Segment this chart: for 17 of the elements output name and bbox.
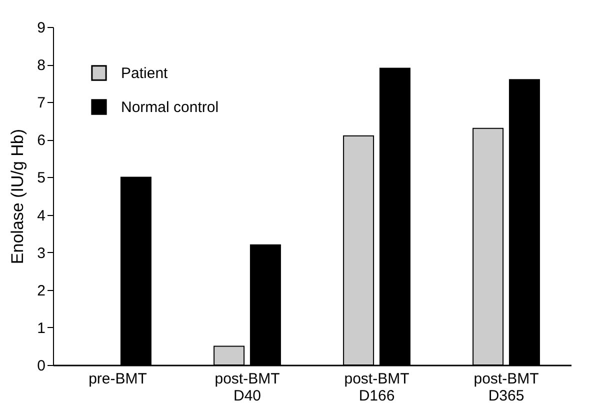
x-tick-label: post-BMT D40 bbox=[214, 370, 280, 403]
y-axis-title: Enolase (IU/g Hb) bbox=[8, 128, 28, 264]
y-tick-label: 7 bbox=[37, 94, 46, 112]
y-tick-label: 5 bbox=[37, 170, 46, 187]
y-tick-label: 3 bbox=[37, 244, 46, 262]
y-tick-label: 8 bbox=[37, 57, 46, 74]
y-tick-label: 2 bbox=[37, 282, 46, 300]
x-tick-label: post-BMT D166 bbox=[344, 370, 410, 403]
y-tick-label: 1 bbox=[37, 320, 46, 337]
legend-label: Patient bbox=[121, 65, 169, 82]
y-tick-label: 4 bbox=[37, 207, 46, 224]
legend-label: Normal control bbox=[121, 99, 219, 116]
x-tick-label: post-BMT D365 bbox=[474, 370, 539, 403]
y-tick-label: 6 bbox=[37, 132, 46, 150]
y-tick-label: 0 bbox=[37, 358, 46, 374]
x-tick-label: pre-BMT bbox=[88, 370, 147, 388]
y-tick-label: 9 bbox=[37, 20, 46, 36]
